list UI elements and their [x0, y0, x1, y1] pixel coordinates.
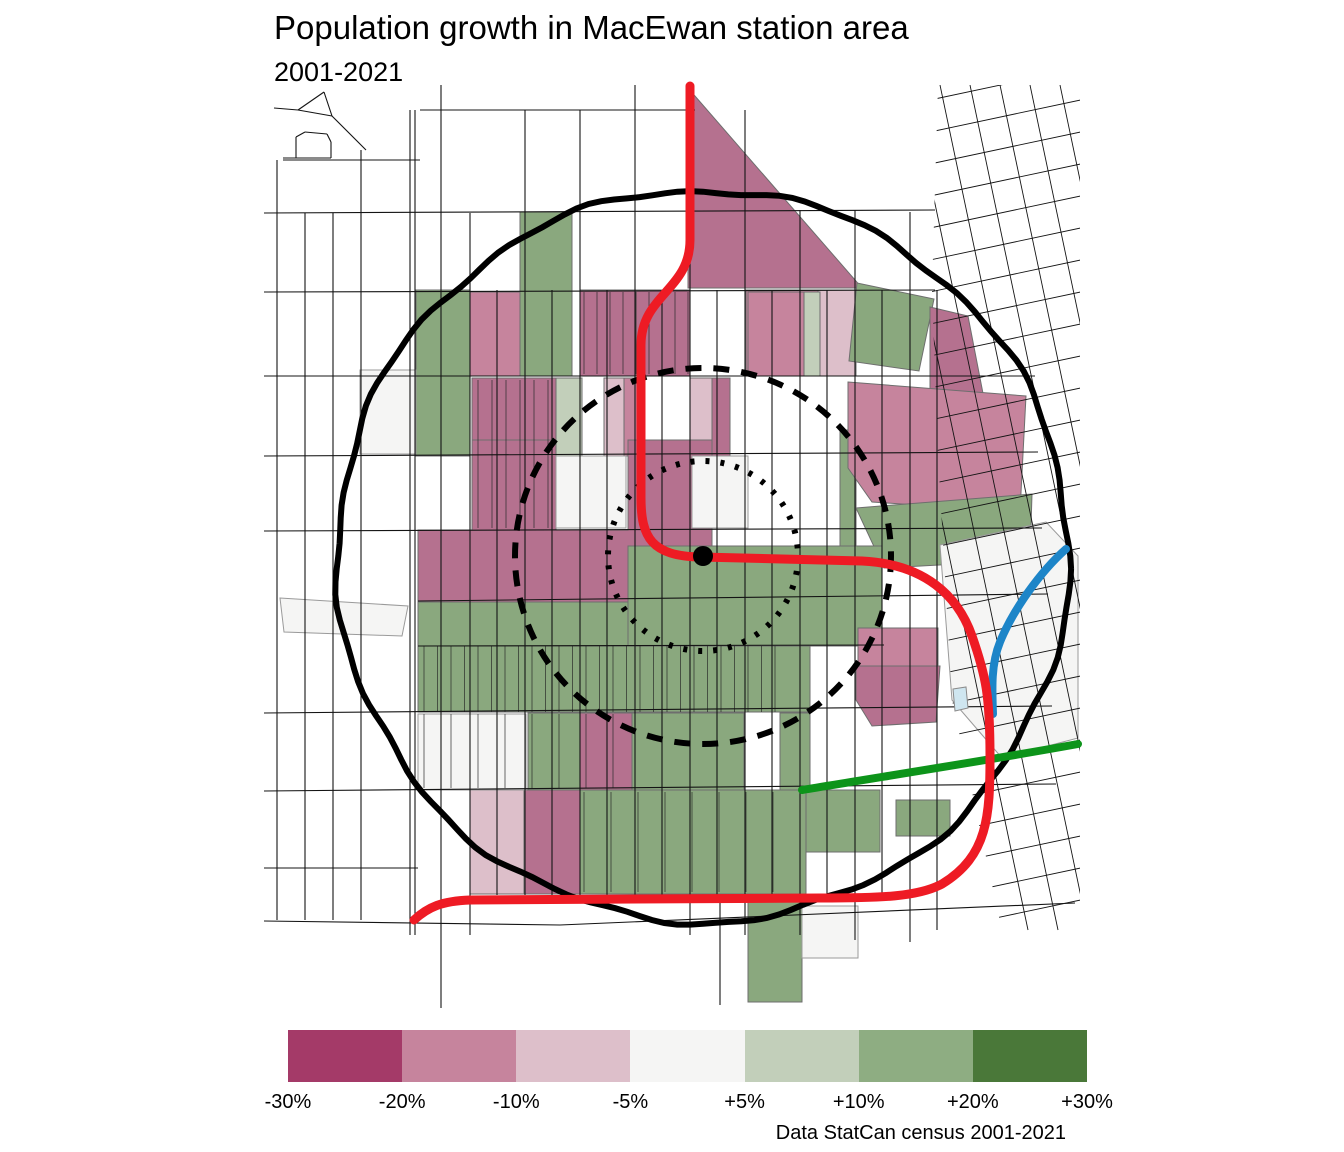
- street-line: [304, 131, 328, 135]
- diag-street-line: [932, 417, 1080, 453]
- diag-street-line: [932, 161, 1080, 197]
- street-line: [273, 107, 299, 111]
- street-line: [263, 527, 1043, 532]
- walk-ring-dashed: [512, 365, 894, 747]
- diag-street-line: [932, 769, 1080, 805]
- census-block: [417, 645, 811, 713]
- census-block: [895, 799, 951, 837]
- diag-street-line: [932, 225, 1080, 261]
- diag-street-line: [932, 289, 1080, 325]
- census-block: [359, 369, 417, 455]
- street-line: [326, 133, 332, 143]
- study-area-ring: [332, 188, 1075, 928]
- figure-subtitle: 2001-2021: [274, 57, 404, 87]
- census-block: [747, 893, 803, 1003]
- street-line: [263, 705, 1053, 714]
- census-block: [855, 665, 941, 727]
- diag-street-line: [932, 97, 1080, 133]
- diag-street-line: [932, 257, 1080, 293]
- diag-street-line: [939, 85, 1080, 931]
- diag-street-line: [932, 321, 1080, 357]
- street-line: [263, 289, 936, 293]
- census-block: [527, 712, 581, 792]
- census-block: [631, 712, 745, 792]
- diag-street-line: [932, 481, 1080, 517]
- data-source-caption: Data StatCan census 2001-2021: [775, 1122, 1066, 1144]
- diag-street-line: [932, 641, 1080, 677]
- census-block: [805, 789, 881, 853]
- diag-street-line: [999, 85, 1080, 931]
- diag-street-line: [932, 385, 1080, 421]
- census-block: [817, 289, 857, 377]
- street-line: [559, 902, 1076, 926]
- green-transit-line: [798, 740, 1082, 794]
- street-line: [323, 91, 333, 117]
- street-line: [263, 783, 1057, 792]
- station-marker: [693, 546, 713, 566]
- census-block: [711, 377, 731, 457]
- blue-transit-line: [988, 545, 1070, 718]
- census-block: [469, 291, 521, 377]
- diag-street-line: [1120, 85, 1298, 930]
- street-line: [295, 131, 306, 138]
- census-block: [803, 291, 821, 377]
- census-block: [857, 627, 939, 667]
- street-line: [297, 109, 333, 117]
- diag-street-line: [932, 449, 1080, 485]
- census-block: [555, 455, 627, 529]
- diag-street-line: [932, 85, 1080, 101]
- water-feature: [952, 686, 969, 712]
- red-lrt-line: [409, 81, 995, 925]
- census-block: [747, 291, 805, 377]
- diag-street-line: [1029, 85, 1080, 931]
- census-block: [279, 597, 409, 637]
- street-line: [263, 451, 1039, 457]
- diag-street-line: [932, 833, 1080, 869]
- census-block: [848, 282, 935, 372]
- diag-street-line: [932, 897, 1080, 933]
- diag-street-line: [1090, 85, 1268, 930]
- census-block: [687, 86, 864, 289]
- census-block: [579, 789, 807, 895]
- census-block: [519, 211, 573, 377]
- diag-street-line: [1059, 85, 1080, 931]
- census-block: [555, 377, 583, 457]
- street-line: [297, 91, 325, 111]
- diag-street-line: [932, 353, 1080, 389]
- diag-street-line: [932, 129, 1080, 165]
- census-block: [579, 289, 637, 377]
- figure-title: Population growth in MacEwan station are…: [274, 9, 909, 46]
- street-line: [417, 644, 885, 647]
- diag-street-line: [932, 193, 1080, 229]
- census-block: [417, 713, 527, 791]
- street-line: [331, 115, 367, 151]
